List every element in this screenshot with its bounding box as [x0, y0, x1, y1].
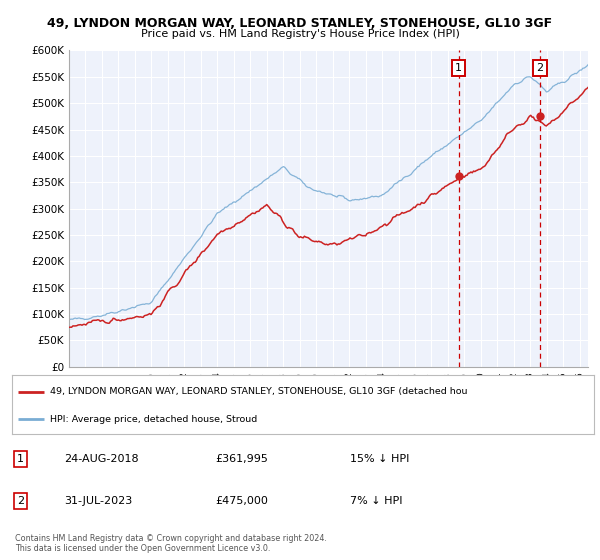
Text: 49, LYNDON MORGAN WAY, LEONARD STANLEY, STONEHOUSE, GL10 3GF (detached hou: 49, LYNDON MORGAN WAY, LEONARD STANLEY, … — [50, 387, 467, 396]
Text: Price paid vs. HM Land Registry's House Price Index (HPI): Price paid vs. HM Land Registry's House … — [140, 29, 460, 39]
Text: 7% ↓ HPI: 7% ↓ HPI — [350, 496, 402, 506]
Text: 49, LYNDON MORGAN WAY, LEONARD STANLEY, STONEHOUSE, GL10 3GF: 49, LYNDON MORGAN WAY, LEONARD STANLEY, … — [47, 17, 553, 30]
Text: 2: 2 — [17, 496, 24, 506]
Text: £475,000: £475,000 — [216, 496, 269, 506]
Text: Contains HM Land Registry data © Crown copyright and database right 2024.
This d: Contains HM Land Registry data © Crown c… — [15, 534, 327, 553]
Text: 1: 1 — [17, 454, 24, 464]
Text: £361,995: £361,995 — [216, 454, 269, 464]
Text: 24-AUG-2018: 24-AUG-2018 — [64, 454, 139, 464]
Text: 31-JUL-2023: 31-JUL-2023 — [64, 496, 133, 506]
Text: 15% ↓ HPI: 15% ↓ HPI — [350, 454, 409, 464]
Text: 1: 1 — [455, 63, 462, 73]
Text: 2: 2 — [536, 63, 544, 73]
Text: HPI: Average price, detached house, Stroud: HPI: Average price, detached house, Stro… — [50, 415, 257, 424]
